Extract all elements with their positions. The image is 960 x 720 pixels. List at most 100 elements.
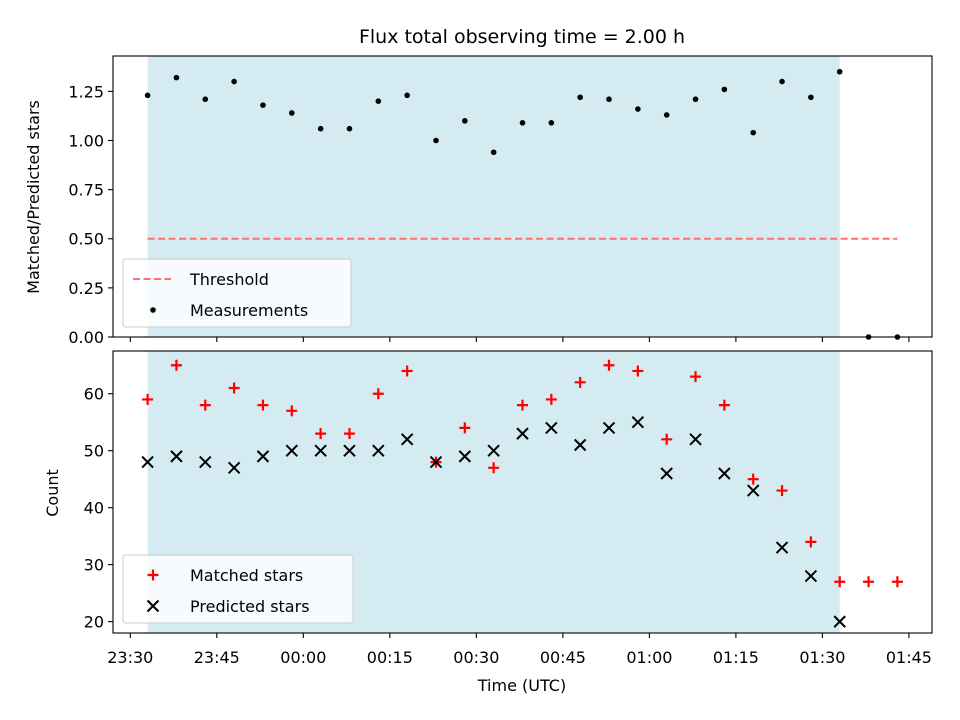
count-predicted-stars-point: [833, 615, 846, 628]
ratio-measurements-point: [404, 92, 410, 99]
count-matched-stars-point: [488, 462, 500, 474]
ratio-legend-measurements-label: Measurements: [190, 301, 308, 320]
count-y-tick-label: 20: [84, 613, 104, 632]
ratio-legend-threshold-label: Threshold: [189, 270, 269, 289]
count-matched-stars-point: [257, 399, 269, 411]
ratio-measurements-point: [548, 120, 555, 126]
count-predicted-stars-point: [775, 541, 789, 554]
count-predicted-stars-point: [487, 444, 500, 457]
x-tick-label: 23:30: [107, 648, 153, 667]
x-tick-label: 01:30: [799, 648, 845, 667]
count-y-tick-label: 50: [84, 442, 104, 461]
ratio-axes-frame: [112, 55, 933, 338]
count-legend-box: [122, 554, 354, 624]
ratio-measurements-point: [231, 78, 237, 85]
count-axes-frame: [112, 350, 933, 634]
count-predicted-stars-point: [343, 444, 356, 457]
ratio-measurements-point: [519, 120, 526, 126]
count-plot-area: 23:30 23:45 00:00 00:15 00:30 00:45 01:00 01:15…: [84, 350, 933, 667]
ratio-measurements-point: [836, 68, 843, 75]
count-predicted-stars-point: [372, 444, 385, 457]
ratio-measurements-point: [692, 96, 699, 103]
count-matched-stars-point: [632, 365, 644, 377]
ratio-y-tick-label: 0.50: [68, 230, 104, 249]
ratio-measurements-point: [779, 78, 785, 85]
count-matched-stars-point: [372, 388, 384, 400]
x-tick-label: 00:45: [540, 648, 586, 667]
count-matched-stars-point: [286, 405, 298, 417]
ratio-measurements-point: [663, 112, 670, 118]
ratio-measurements-point: [462, 118, 468, 124]
count-matched-stars-point: [805, 536, 817, 548]
ratio-measurements-point: [433, 137, 439, 144]
count-matched-stars-point: [228, 382, 240, 394]
count-predicted-stars-point: [256, 450, 270, 463]
ratio-legend-measurements-swatch: [150, 307, 156, 313]
count-legend-predicted-stars-label: Predicted stars: [190, 597, 310, 616]
ratio-measurements-point: [606, 96, 612, 103]
count-predicted-stars-point: [516, 427, 529, 440]
count-predicted-stars-point: [746, 484, 760, 497]
count-matched-stars-point: [343, 428, 355, 440]
count-predicted-stars-point: [545, 421, 558, 435]
count-matched-stars-point: [747, 473, 759, 485]
x-tick-label: 00:30: [453, 648, 499, 667]
x-tick-label: 00:00: [280, 648, 326, 667]
ratio-y-tick-label: 0.00: [68, 328, 104, 347]
count-legend-matched-stars-label: Matched stars: [190, 566, 303, 585]
count-matched-stars-point: [315, 428, 327, 440]
x-tick-label: 01:15: [713, 648, 759, 667]
count-matched-stars-point: [718, 399, 730, 411]
ratio-plot-area: 0.00 0.25 0.50 0.75 1.00 1.25 Threshold Measure…: [68, 55, 933, 347]
count-matched-stars-point: [199, 399, 211, 411]
count-predicted-stars-point: [429, 455, 443, 469]
count-matched-stars-point: [574, 376, 586, 388]
count-predicted-stars-point: [631, 416, 645, 429]
ratio-measurements-point: [808, 94, 814, 101]
count-matched-stars-point: [661, 433, 673, 445]
x-tick-label: 23:45: [194, 648, 240, 667]
count-matched-stars-point: [545, 393, 557, 405]
count-predicted-stars-point: [804, 569, 818, 583]
ratio-measurements-point: [490, 149, 497, 156]
count-legend-predicted-stars-swatch: [146, 599, 160, 613]
count-matched-stars-point: [459, 422, 471, 434]
count-y-axis-label: Count: [43, 469, 62, 517]
count-matched-stars-point: [863, 576, 875, 588]
ratio-measurements-point: [202, 96, 209, 103]
count-predicted-stars-point: [660, 467, 673, 480]
ratio-y-tick-label: 1.25: [68, 82, 104, 101]
chart-title: Flux total observing time = 2.00 h: [359, 26, 685, 48]
ratio-measurements-point: [288, 110, 295, 116]
ratio-measurements-point: [317, 125, 324, 132]
count-predicted-stars-point: [689, 433, 702, 446]
count-predicted-stars-point: [718, 467, 731, 480]
ratio-measurements-point: [375, 98, 382, 104]
x-tick-label: 01:00: [626, 648, 672, 667]
count-y-tick-label: 60: [84, 385, 104, 404]
ratio-measurements-point: [260, 102, 266, 108]
count-matched-stars-point: [170, 359, 182, 371]
count-predicted-stars-point: [170, 450, 183, 463]
count-matched-stars-point: [401, 365, 413, 377]
count-predicted-stars-point: [199, 455, 212, 469]
count-matched-stars-point: [891, 576, 903, 588]
ratio-measurements-point: [173, 74, 180, 81]
count-predicted-stars-point: [400, 433, 414, 446]
count-matched-stars-point: [690, 371, 702, 383]
count-panel: Count Time (UTC) 23:30 23:45 00:00 00:15 00:…: [43, 350, 933, 695]
ratio-y-tick-label: 1.00: [68, 131, 104, 150]
ratio-legend-box: [122, 258, 352, 328]
ratio-panel: Flux total observing time = 2.00 h Match…: [24, 26, 933, 347]
count-y-tick-label: 40: [84, 499, 104, 518]
count-predicted-stars-point: [573, 438, 587, 452]
ratio-y-tick-label: 0.75: [68, 181, 104, 200]
ratio-y-tick-label: 0.25: [68, 279, 104, 298]
count-matched-stars-point: [603, 359, 615, 371]
ratio-measurements-point: [635, 106, 641, 112]
ratio-y-axis-label: Matched/Predicted stars: [24, 100, 43, 294]
ratio-measurements-point: [750, 129, 757, 136]
count-predicted-stars-point: [602, 421, 616, 435]
count-matched-stars-point: [776, 485, 788, 497]
